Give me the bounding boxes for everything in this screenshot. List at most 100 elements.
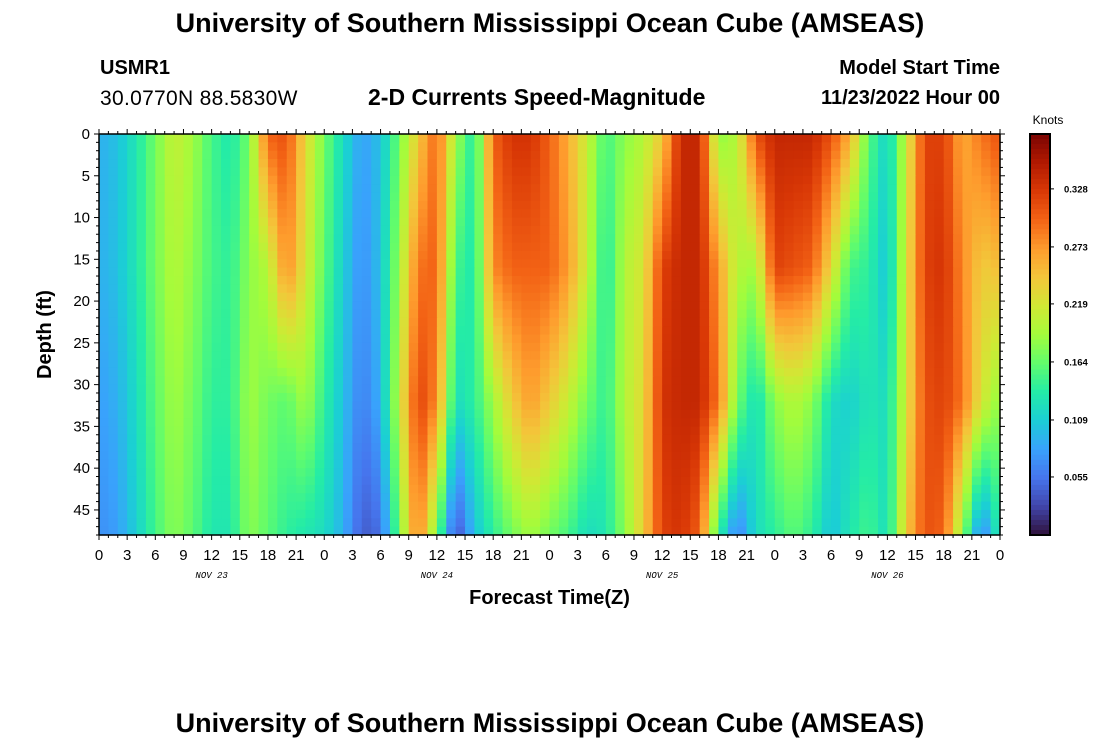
- heatmap-cell: [859, 384, 870, 394]
- heatmap-cell: [389, 167, 400, 177]
- heatmap-cell: [765, 376, 776, 386]
- heatmap-cell: [596, 209, 607, 219]
- heatmap-cell: [840, 242, 851, 252]
- heatmap-cell: [718, 134, 729, 143]
- heatmap-cell: [502, 167, 513, 177]
- heatmap-cell: [389, 309, 400, 319]
- heatmap-cell: [474, 175, 485, 185]
- heatmap-cell: [239, 434, 250, 444]
- heatmap-cell: [483, 476, 494, 486]
- heatmap-cell: [117, 309, 128, 319]
- heatmap-cell: [202, 150, 213, 160]
- heatmap-cell: [164, 418, 175, 427]
- heatmap-cell: [371, 167, 382, 177]
- heatmap-cell: [436, 476, 447, 486]
- heatmap-cell: [755, 443, 766, 453]
- heatmap-cell: [192, 468, 203, 478]
- heatmap-cell: [155, 301, 166, 311]
- heatmap-cell: [906, 526, 917, 536]
- heatmap-cell: [662, 167, 673, 177]
- heatmap-cell: [981, 426, 992, 436]
- heatmap-cell: [831, 184, 842, 194]
- heatmap-cell: [746, 209, 757, 219]
- heatmap-cell: [802, 526, 813, 536]
- heatmap-cell: [793, 526, 804, 536]
- heatmap-cell: [277, 334, 288, 344]
- heatmap-cell: [971, 309, 982, 319]
- heatmap-cell: [333, 476, 344, 486]
- heatmap-cell: [652, 342, 663, 352]
- heatmap-cell: [465, 250, 476, 260]
- heatmap-cell: [239, 192, 250, 202]
- heatmap-cell: [521, 418, 532, 427]
- heatmap-cell: [831, 367, 842, 377]
- heatmap-cell: [755, 225, 766, 235]
- heatmap-cell: [849, 250, 860, 260]
- heatmap-cell: [774, 376, 785, 386]
- heatmap-cell: [652, 276, 663, 285]
- heatmap-cell: [774, 301, 785, 311]
- heatmap-cell: [671, 351, 682, 361]
- heatmap-cell: [990, 267, 1001, 277]
- colorbar-segment: [1030, 294, 1050, 301]
- heatmap-cell: [333, 409, 344, 419]
- heatmap-cell: [680, 392, 691, 402]
- heatmap-cell: [511, 493, 522, 503]
- heatmap-cell: [934, 434, 945, 444]
- heatmap-cell: [286, 209, 297, 219]
- heatmap-cell: [267, 184, 278, 194]
- heatmap-cell: [859, 234, 870, 244]
- heatmap-cell: [511, 518, 522, 528]
- heatmap-cell: [821, 292, 832, 302]
- heatmap-cell: [774, 367, 785, 377]
- heatmap-cell: [239, 167, 250, 177]
- heatmap-cell: [211, 292, 222, 302]
- heatmap-cell: [784, 334, 795, 344]
- heatmap-cell: [258, 384, 269, 394]
- heatmap-cell: [408, 434, 419, 444]
- heatmap-cell: [887, 217, 898, 227]
- heatmap-cell: [483, 167, 494, 177]
- heatmap-cell: [136, 493, 147, 503]
- heatmap-cell: [840, 459, 851, 469]
- heatmap-cell: [427, 167, 438, 177]
- heatmap-cell: [915, 418, 926, 427]
- heatmap-cell: [352, 242, 363, 252]
- heatmap-cell: [380, 334, 391, 344]
- x-tick-label: 6: [827, 547, 835, 564]
- heatmap-cell: [709, 209, 720, 219]
- heatmap-cell: [924, 493, 935, 503]
- colorbar-segment: [1030, 279, 1050, 285]
- heatmap-cell: [990, 259, 1001, 269]
- heatmap-cell: [324, 284, 335, 294]
- heatmap-cell: [286, 384, 297, 394]
- heatmap-cell: [934, 501, 945, 511]
- heatmap-cell: [596, 501, 607, 511]
- heatmap-cell: [296, 509, 307, 519]
- heatmap-cell: [521, 359, 532, 369]
- heatmap-cell: [718, 526, 729, 536]
- heatmap-cell: [943, 384, 954, 394]
- heatmap-cell: [784, 468, 795, 478]
- heatmap-cell: [314, 209, 325, 219]
- heatmap-cell: [164, 359, 175, 369]
- heatmap-cell: [183, 409, 194, 419]
- heatmap-cell: [755, 468, 766, 478]
- heatmap-cell: [624, 409, 635, 419]
- colorbar-segment: [1030, 139, 1050, 145]
- heatmap-cell: [183, 484, 194, 494]
- heatmap-cell: [399, 426, 410, 436]
- heatmap-cell: [577, 284, 588, 294]
- heatmap-cell: [136, 225, 147, 235]
- heatmap-cell: [333, 443, 344, 453]
- heatmap-cell: [577, 484, 588, 494]
- heatmap-cell: [624, 250, 635, 260]
- heatmap-cell: [202, 200, 213, 210]
- heatmap-cell: [568, 392, 579, 402]
- heatmap-cell: [587, 209, 598, 219]
- heatmap-cell: [652, 317, 663, 327]
- heatmap-cell: [821, 250, 832, 260]
- heatmap-cell: [840, 284, 851, 294]
- heatmap-cell: [915, 234, 926, 244]
- heatmap-cell: [343, 200, 354, 210]
